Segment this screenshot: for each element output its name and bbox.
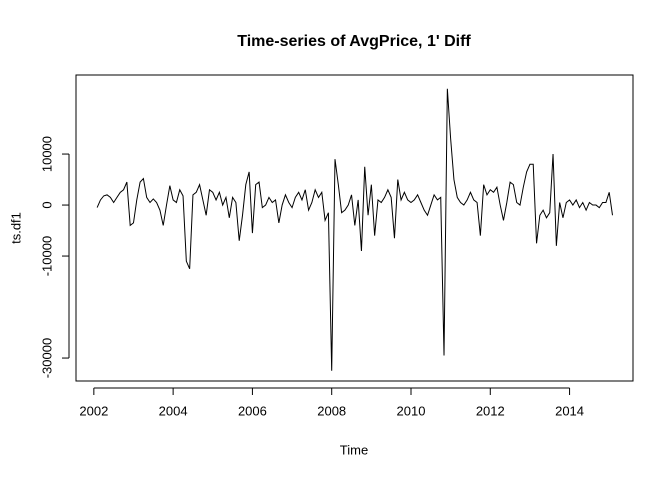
x-tick-label: 2012 (476, 403, 505, 418)
x-tick-label: 2004 (159, 403, 188, 418)
y-axis-label: ts.df1 (8, 212, 23, 244)
plot-box (75, 74, 634, 382)
x-tick-label: 2014 (555, 403, 584, 418)
series-line (96, 88, 613, 371)
y-tick-label: 10000 (39, 136, 54, 172)
y-tick-label: -30000 (39, 338, 54, 378)
chart-title: Time-series of AvgPrice, 1' Diff (237, 33, 471, 50)
y-tick-label: -10000 (39, 236, 54, 276)
x-tick-label: 2002 (79, 403, 108, 418)
x-tick-label: 2008 (317, 403, 346, 418)
x-axis-label: Time (340, 442, 368, 457)
x-tick-label: 2006 (238, 403, 267, 418)
x-tick-label: 2010 (397, 403, 426, 418)
y-tick-label: 0 (39, 201, 54, 208)
